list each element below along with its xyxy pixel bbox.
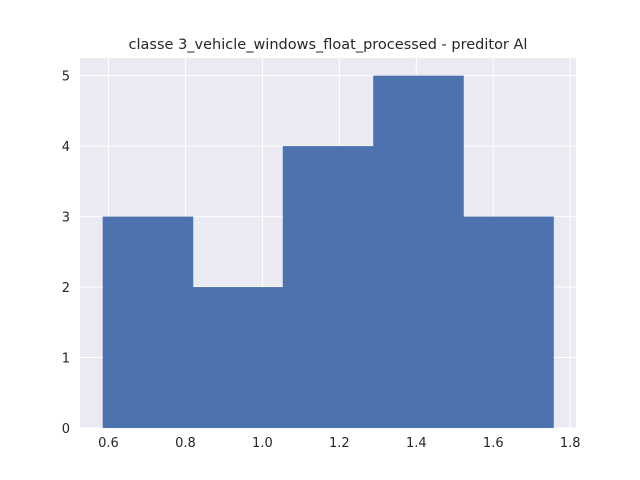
- x-axis-ticks: 0.6 0.8 1.0 1.2 1.4 1.6 1.8: [98, 436, 580, 451]
- histogram-bar: [102, 216, 194, 428]
- histogram-bars: [102, 75, 554, 428]
- x-tick-label: 1.4: [406, 436, 427, 451]
- histogram-bar: [463, 216, 554, 428]
- x-tick-label: 1.8: [560, 436, 581, 451]
- y-tick-label: 4: [62, 140, 70, 155]
- x-tick-label: 1.2: [329, 436, 350, 451]
- histogram-bar: [373, 75, 464, 428]
- chart-title: classe 3_vehicle_windows_float_processed…: [129, 37, 528, 53]
- histogram-bar: [192, 287, 284, 428]
- y-tick-label: 3: [62, 211, 70, 226]
- y-tick-label: 0: [62, 422, 70, 437]
- x-tick-label: 1.0: [252, 436, 273, 451]
- histogram-bar: [282, 146, 374, 428]
- y-tick-label: 5: [62, 70, 70, 85]
- x-tick-label: 0.8: [175, 436, 196, 451]
- x-tick-label: 0.6: [98, 436, 119, 451]
- y-tick-label: 2: [62, 281, 70, 296]
- y-axis-ticks: 0 1 2 3 4 5: [62, 70, 70, 437]
- y-tick-label: 1: [62, 352, 70, 367]
- x-tick-label: 1.6: [483, 436, 504, 451]
